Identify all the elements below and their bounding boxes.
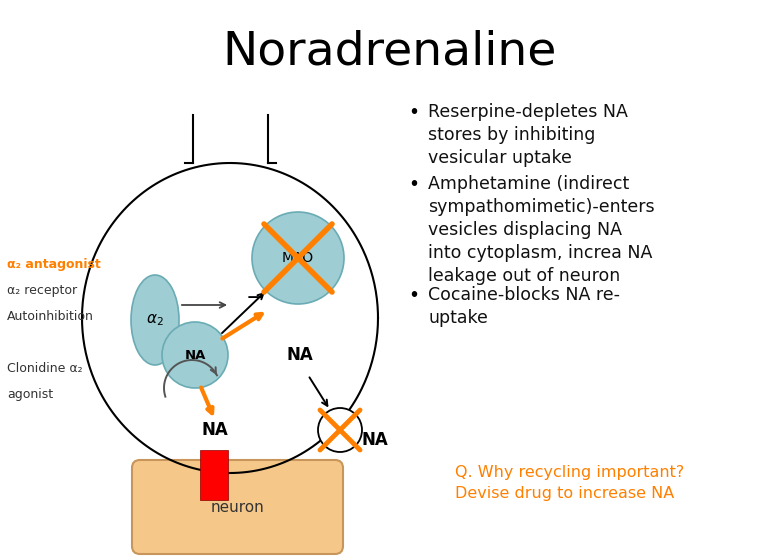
Text: Clonidine α₂: Clonidine α₂ xyxy=(7,362,83,375)
Text: neuron: neuron xyxy=(210,501,264,516)
Circle shape xyxy=(252,212,344,304)
Text: MAO: MAO xyxy=(282,251,314,265)
Text: Q. Why recycling important?
Devise drug to increase NA: Q. Why recycling important? Devise drug … xyxy=(455,465,684,501)
Text: Reserpine-depletes NA
stores by inhibiting
vesicular uptake: Reserpine-depletes NA stores by inhibiti… xyxy=(428,103,628,167)
Circle shape xyxy=(162,322,228,388)
FancyBboxPatch shape xyxy=(132,460,343,554)
Text: Noradrenaline: Noradrenaline xyxy=(223,30,557,74)
Text: Amphetamine (indirect
sympathomimetic)-enters
vesicles displacing NA
into cytopl: Amphetamine (indirect sympathomimetic)-e… xyxy=(428,175,654,284)
Ellipse shape xyxy=(131,275,179,365)
Circle shape xyxy=(318,408,362,452)
Bar xyxy=(200,450,228,500)
Text: •: • xyxy=(408,286,419,305)
Text: NA: NA xyxy=(201,421,229,439)
Text: •: • xyxy=(408,103,419,122)
Text: Cocaine-blocks NA re-
uptake: Cocaine-blocks NA re- uptake xyxy=(428,286,620,327)
Text: −: − xyxy=(246,288,264,308)
Text: agonist: agonist xyxy=(7,388,53,401)
Text: NA: NA xyxy=(184,348,206,362)
Text: NA: NA xyxy=(362,431,388,449)
Text: α₂ antagonist: α₂ antagonist xyxy=(7,258,101,271)
Text: •: • xyxy=(408,175,419,194)
Text: α₂ receptor: α₂ receptor xyxy=(7,284,77,297)
Text: Autoinhibition: Autoinhibition xyxy=(7,310,94,323)
Text: $\alpha_2$: $\alpha_2$ xyxy=(146,312,164,328)
Text: NA: NA xyxy=(286,346,314,364)
